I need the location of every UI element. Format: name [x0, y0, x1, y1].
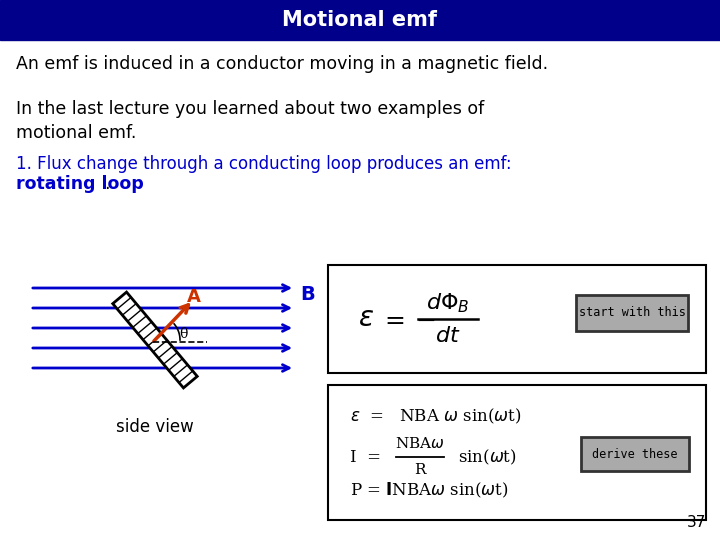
Text: P = $\mathbf{I}$NBA$\omega$ sin($\omega$t): P = $\mathbf{I}$NBA$\omega$ sin($\omega$…	[350, 481, 508, 500]
Text: B: B	[300, 285, 315, 304]
Text: 37: 37	[687, 515, 706, 530]
Text: sin($\omega$t): sin($\omega$t)	[458, 447, 517, 467]
Text: A: A	[187, 288, 201, 306]
Text: .: .	[104, 175, 109, 193]
Text: side view: side view	[116, 418, 194, 436]
Bar	[576, 295, 688, 331]
Text: rotating loop: rotating loop	[16, 175, 144, 193]
Text: 1. Flux change through a conducting loop produces an emf:: 1. Flux change through a conducting loop…	[16, 155, 512, 173]
Text: R: R	[414, 463, 426, 477]
Text: $\varepsilon$  =   NBA $\omega$ sin($\omega$t): $\varepsilon$ = NBA $\omega$ sin($\omega…	[350, 407, 521, 426]
Bar	[328, 385, 706, 520]
Bar	[581, 437, 689, 471]
Text: Motional emf: Motional emf	[282, 10, 438, 30]
Bar	[328, 265, 706, 373]
Text: In the last lecture you learned about two examples of
motional emf.: In the last lecture you learned about tw…	[16, 100, 485, 141]
Text: I  =: I =	[350, 449, 381, 465]
Text: start with this: start with this	[579, 307, 685, 320]
Text: $= -$: $= -$	[380, 307, 436, 330]
Text: θ: θ	[179, 327, 187, 341]
Text: An emf is induced in a conductor moving in a magnetic field.: An emf is induced in a conductor moving …	[16, 55, 548, 73]
Text: NBA$\omega$: NBA$\omega$	[395, 436, 445, 451]
Bar	[0, 0, 720, 40]
Polygon shape	[113, 292, 197, 388]
Text: $d\Phi_B$: $d\Phi_B$	[426, 291, 469, 315]
Text: $dt$: $dt$	[435, 325, 461, 347]
Text: derive these: derive these	[593, 448, 678, 461]
Text: $\varepsilon$: $\varepsilon$	[358, 306, 374, 333]
